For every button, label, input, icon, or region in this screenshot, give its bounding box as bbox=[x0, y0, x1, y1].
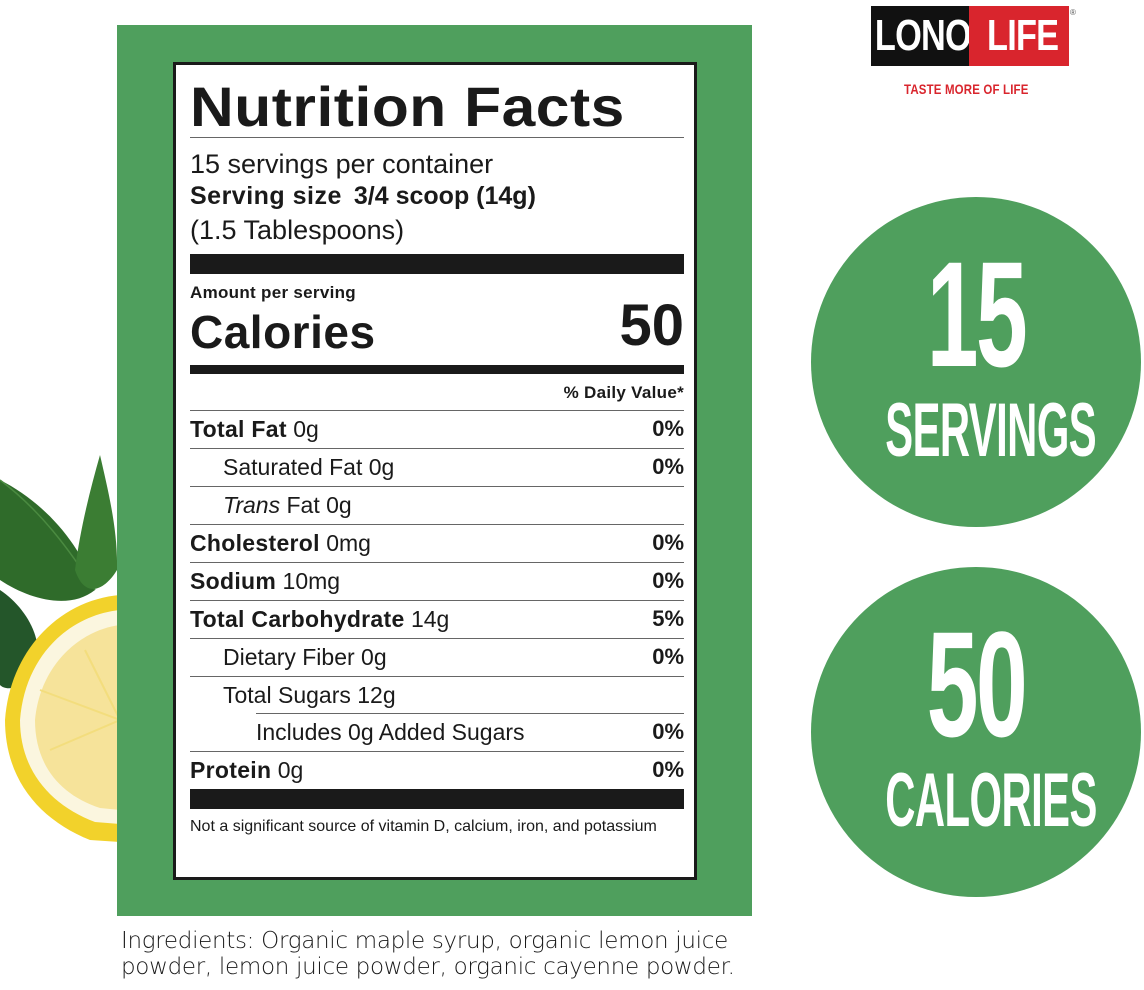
nutrient-name: Protein bbox=[190, 756, 272, 783]
label-footnote: Not a significant source of vitamin D, c… bbox=[190, 817, 657, 835]
nutrient-row-trans-fat: Trans Fat 0g bbox=[190, 487, 684, 525]
calories-badge: 50 CALORIES bbox=[811, 567, 1141, 897]
nutrient-name: Cholesterol bbox=[190, 529, 320, 556]
daily-value-header: % Daily Value* bbox=[190, 374, 684, 411]
logo-lono-text: LONO bbox=[871, 6, 972, 66]
servings-badge-word: SERVINGS bbox=[885, 388, 1097, 473]
nutrient-row-dietary-fiber: Dietary Fiber 0g 0% bbox=[190, 639, 684, 677]
calories-badge-number: 50 bbox=[926, 600, 1028, 768]
logo-life-block: LIFE bbox=[969, 6, 1069, 66]
servings-badge-number: 15 bbox=[926, 230, 1028, 398]
nutrient-name-rest: Fat 0g bbox=[280, 491, 352, 518]
servings-per-container: 15 servings per container bbox=[190, 149, 494, 179]
nutrient-dv: 0% bbox=[652, 530, 684, 556]
nutrient-amount: 10mg bbox=[282, 567, 341, 594]
brand-tagline: TASTE MORE OF LIFE bbox=[904, 81, 1029, 97]
logo-life-text: LIFE bbox=[987, 11, 1059, 60]
nutrient-name: Saturated Fat 0g bbox=[223, 453, 395, 480]
divider bbox=[190, 137, 684, 138]
nutrient-name: Total Carbohydrate bbox=[190, 605, 405, 632]
nutrient-name-italic: Trans bbox=[223, 491, 281, 518]
ingredients-line-1: Ingredients: Organic maple syrup, organi… bbox=[121, 928, 728, 954]
nutrient-dv: 0% bbox=[652, 454, 684, 480]
nutrient-dv: 0% bbox=[652, 719, 684, 745]
nutrient-amount: 0g bbox=[277, 756, 304, 783]
thick-divider bbox=[190, 788, 684, 809]
ingredients-line-2: powder, lemon juice powder, organic caye… bbox=[121, 953, 735, 980]
ingredients-text: Ingredients: Organic maple syrup, organi… bbox=[121, 928, 761, 981]
thick-divider bbox=[190, 253, 684, 274]
nutrient-row-added-sugars: Includes 0g Added Sugars 0% bbox=[190, 714, 684, 752]
serving-size: Serving size 3/4 scoop (14g) bbox=[190, 180, 684, 214]
nutrient-amount: 0mg bbox=[326, 529, 371, 556]
nutrient-row-total-carbohydrate: Total Carbohydrate 14g 5% bbox=[190, 601, 684, 639]
servings-badge: 15 SERVINGS bbox=[811, 197, 1141, 527]
calories-value: 50 bbox=[619, 292, 684, 358]
nutrient-dv: 0% bbox=[652, 757, 684, 783]
nutrient-name: Dietary Fiber 0g bbox=[223, 643, 387, 670]
lemon-image bbox=[0, 455, 120, 842]
medium-divider bbox=[190, 364, 684, 374]
nutrient-name: Total Fat bbox=[190, 415, 287, 442]
calories-label: Calories bbox=[190, 305, 376, 358]
nutrient-amount: 14g bbox=[410, 605, 450, 632]
brand-logo: LONO LIFE ® TASTE MORE OF LIFE bbox=[871, 6, 1076, 97]
nutrient-row-saturated-fat: Saturated Fat 0g 0% bbox=[190, 449, 684, 487]
nutrient-name: Total Sugars 12g bbox=[223, 681, 396, 708]
nutrient-name: Includes 0g Added Sugars bbox=[256, 718, 525, 745]
calories-row: Calories 50 bbox=[190, 296, 684, 358]
nutrient-dv: 0% bbox=[652, 644, 684, 670]
nutrient-row-total-sugars: Total Sugars 12g bbox=[190, 677, 684, 714]
nutrient-row-cholesterol: Cholesterol 0mg 0% bbox=[190, 525, 684, 563]
nutrient-row-sodium: Sodium 10mg 0% bbox=[190, 563, 684, 601]
leaf-icon bbox=[0, 480, 95, 601]
nutrition-facts-label: Nutrition Facts 15 servings per containe… bbox=[173, 62, 697, 880]
registered-mark: ® bbox=[1070, 8, 1076, 17]
nutrient-row-protein: Protein 0g 0% bbox=[190, 752, 684, 789]
label-title: Nutrition Facts bbox=[190, 75, 625, 138]
nutrient-dv: 5% bbox=[652, 606, 684, 632]
serving-size-alt: (1.5 Tablespoons) bbox=[190, 215, 405, 246]
nutrient-dv: 0% bbox=[652, 416, 684, 442]
calories-badge-word: CALORIES bbox=[885, 758, 1097, 843]
nutrient-amount: 0g bbox=[293, 415, 319, 442]
nutrient-dv: 0% bbox=[652, 568, 684, 594]
serving-size-label: Serving size bbox=[190, 182, 342, 211]
nutrient-name: Sodium bbox=[190, 567, 277, 594]
nutrient-row-total-fat: Total Fat 0g 0% bbox=[190, 411, 684, 449]
amount-per-serving: Amount per serving bbox=[190, 282, 356, 302]
serving-size-value: 3/4 scoop (14g) bbox=[353, 182, 536, 211]
